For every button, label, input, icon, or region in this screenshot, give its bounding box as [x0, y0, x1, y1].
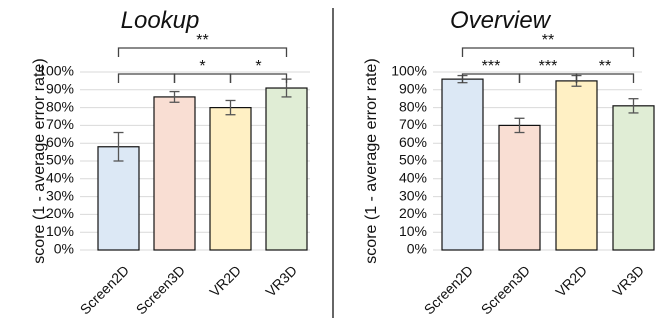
chart-title: Overview [450, 7, 552, 34]
significance-bracket [173, 73, 232, 83]
category-label: VR2D [552, 262, 590, 300]
significance-label: ** [599, 58, 611, 75]
significance-label: *** [539, 58, 558, 75]
y-tick-label: 20% [46, 205, 74, 221]
bar [97, 146, 140, 251]
significance-bracket [461, 47, 635, 57]
category-label: Screen2D [77, 262, 132, 317]
chart-title: Lookup [121, 7, 200, 34]
y-tick-label: 50% [399, 152, 427, 168]
significance-bracket [575, 73, 635, 83]
significance-bracket [117, 73, 176, 83]
significance-label: ** [542, 32, 554, 49]
y-tick-label: 60% [46, 134, 74, 150]
y-axis-label: score (1 - average error rate) [31, 58, 48, 263]
bar [612, 105, 655, 251]
y-tick-label: 40% [46, 170, 74, 186]
y-tick-label: 90% [399, 81, 427, 97]
significance-label: *** [482, 58, 501, 75]
significance-bracket [117, 47, 288, 57]
y-tick-label: 70% [46, 116, 74, 132]
bar [498, 124, 541, 251]
category-label: VR3D [262, 262, 300, 300]
bar [555, 80, 598, 251]
y-tick-label: 0% [54, 241, 74, 257]
y-tick-label: 20% [399, 205, 427, 221]
y-tick-label: 30% [46, 187, 74, 203]
significance-label: * [199, 58, 205, 75]
y-tick-label: 30% [399, 187, 427, 203]
bar [153, 96, 196, 251]
y-tick-label: 80% [399, 98, 427, 114]
y-tick-label: 10% [46, 223, 74, 239]
y-tick-label: 50% [46, 152, 74, 168]
bar [265, 87, 308, 251]
category-label: VR2D [206, 262, 244, 300]
y-tick-label: 60% [399, 134, 427, 150]
category-label: VR3D [609, 262, 647, 300]
category-label: Screen3D [478, 262, 533, 317]
bar [209, 106, 252, 251]
significance-bracket [229, 73, 288, 83]
y-tick-label: 80% [46, 98, 74, 114]
bar [441, 78, 484, 251]
y-tick-label: 100% [391, 63, 427, 79]
y-tick-label: 40% [399, 170, 427, 186]
y-tick-label: 0% [407, 241, 427, 257]
y-tick-label: 90% [46, 81, 74, 97]
category-label: Screen3D [133, 262, 188, 317]
significance-label: ** [196, 32, 208, 49]
category-label: Screen2D [421, 262, 476, 317]
y-tick-label: 100% [38, 63, 74, 79]
y-tick-label: 70% [399, 116, 427, 132]
significance-label: * [255, 58, 261, 75]
y-tick-label: 10% [399, 223, 427, 239]
y-axis-label: score (1 - average error rate) [363, 58, 380, 263]
